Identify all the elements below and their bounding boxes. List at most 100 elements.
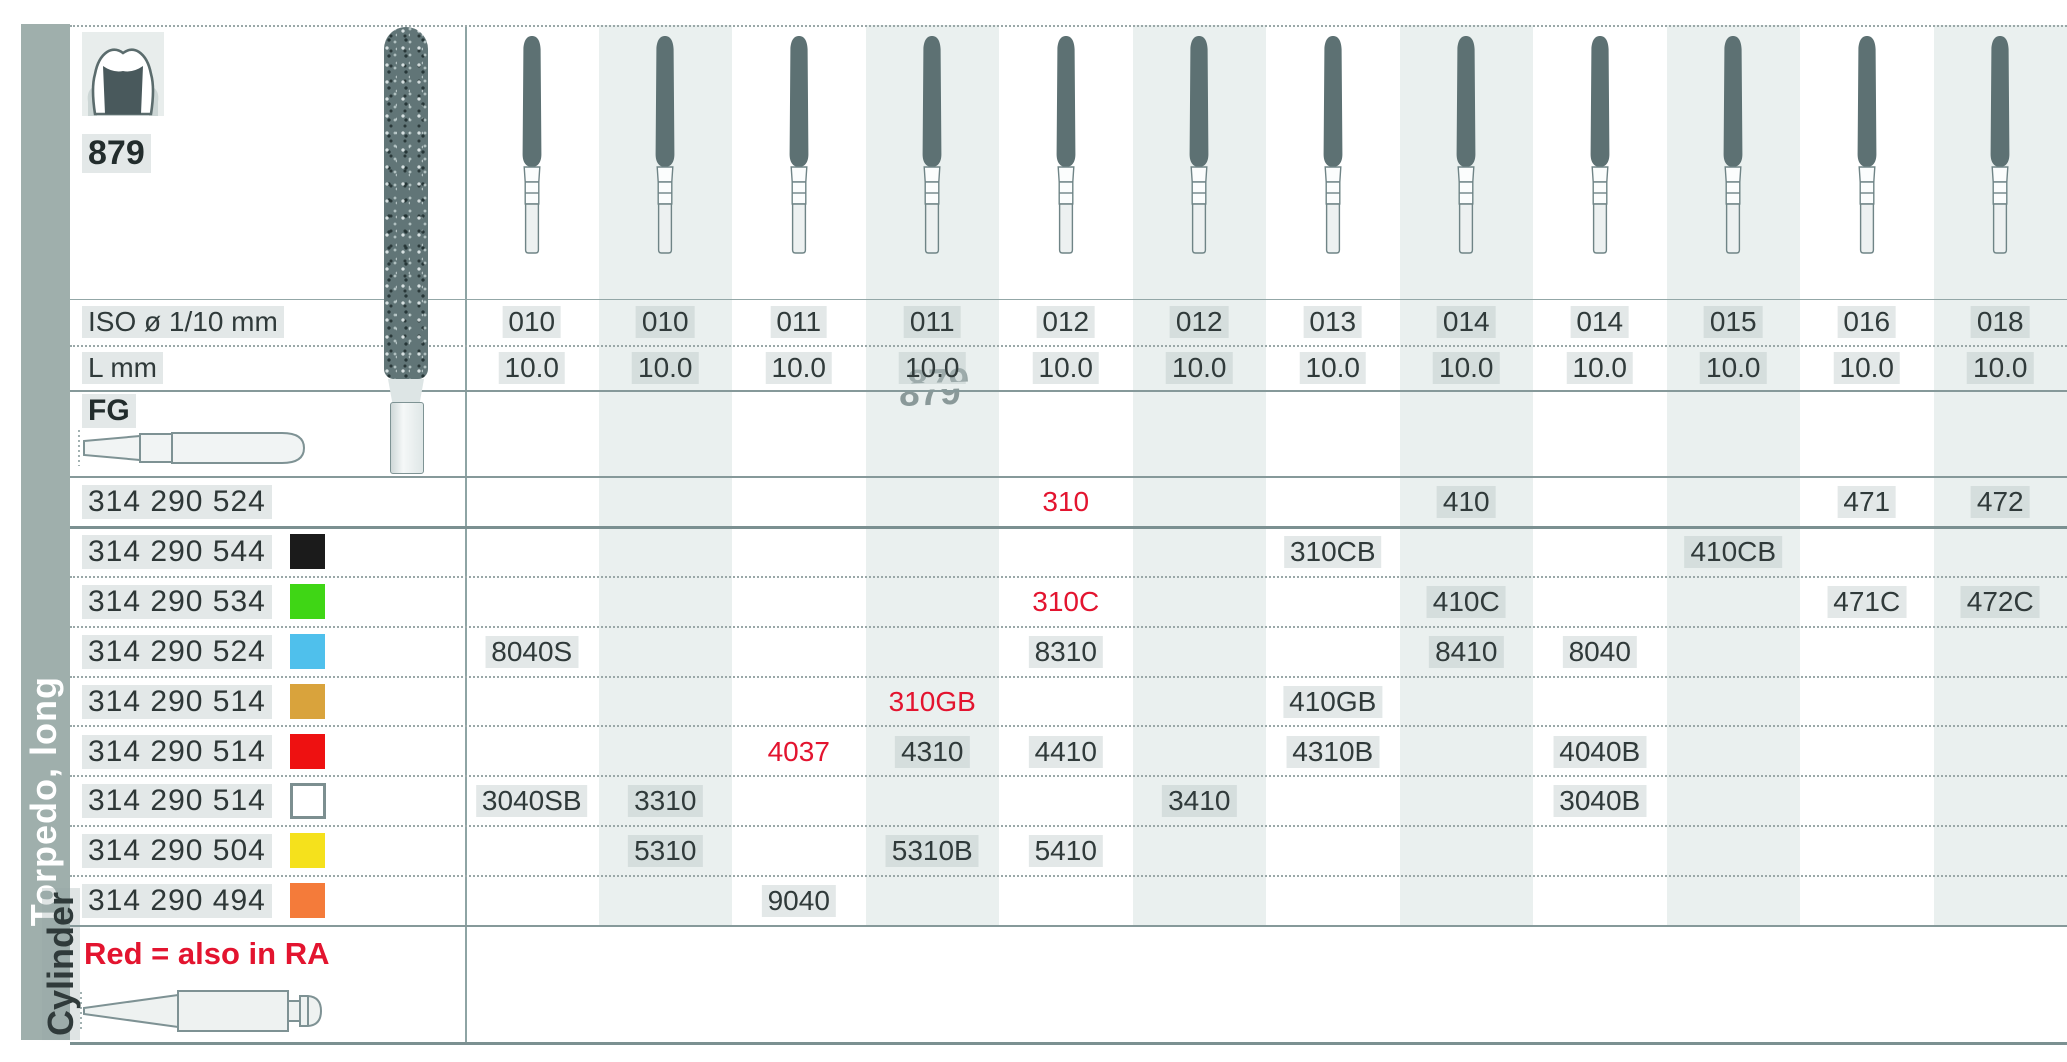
bur-icon [1315, 34, 1351, 263]
order-code: 314 290 524 [82, 485, 272, 519]
large-bur-photo-shank [390, 402, 424, 474]
order-number-cell: 3040SB [475, 785, 588, 818]
bur-icon [1582, 34, 1618, 263]
table-rule [70, 299, 2067, 300]
table-rule [70, 576, 2067, 578]
red-ra-note: Red = also in RA [84, 936, 330, 971]
shank-type-label: FG [82, 394, 136, 428]
order-number-cell: 8040 [1562, 635, 1637, 668]
order-code: 314 290 514 [82, 734, 272, 769]
bur-icon [914, 34, 950, 263]
table-rule [70, 925, 2067, 927]
length-value: 10.0 [1433, 352, 1500, 384]
iso-value: 015 [1703, 306, 1763, 338]
bur-icon [781, 34, 817, 263]
ra-shank-icon [78, 982, 328, 1047]
table-rule [70, 676, 2067, 678]
grit-color-chip [290, 833, 325, 869]
large-bur-photo-head [384, 27, 428, 379]
order-code: 314 290 514 [82, 684, 272, 719]
large-bur-photo-neck [388, 379, 424, 403]
order-number-cell: 4037 [767, 735, 830, 767]
grit-color-chip [290, 533, 325, 569]
grit-color-chip [290, 583, 325, 619]
iso-value: 010 [635, 306, 695, 338]
fg-shank-icon [76, 424, 314, 477]
figure-number: 879 [82, 134, 151, 173]
crown-prep-icon [82, 32, 164, 121]
order-code: 314 290 544 [82, 534, 272, 569]
bur-icon [1982, 34, 2018, 263]
order-number-cell: 410CB [1684, 535, 1783, 568]
bur-icon [1448, 34, 1484, 263]
order-number-cell: 310 [1042, 486, 1090, 517]
order-number-cell: 410C [1426, 585, 1506, 618]
length-value: 10.0 [1700, 352, 1767, 384]
iso-value: 012 [1169, 306, 1229, 338]
table-rule [70, 1042, 2067, 1045]
table-rule [70, 476, 2067, 478]
iso-row-label: ISO ø 1/10 mm [82, 306, 284, 338]
table-rule [70, 626, 2067, 628]
iso-value: 010 [502, 306, 562, 338]
bur-icon [1181, 34, 1217, 263]
order-number-cell: 4410 [1028, 735, 1103, 768]
iso-value: 011 [770, 306, 828, 338]
bur-icon [1715, 34, 1751, 263]
order-number-cell: 472 [1970, 486, 2030, 518]
order-number-cell: 8040S [485, 635, 579, 668]
table-rule [70, 775, 2067, 777]
order-number-cell: 4310 [895, 735, 970, 768]
order-number-cell: 472C [1960, 585, 2040, 618]
order-number-cell: 5310B [885, 835, 979, 868]
table-vertical-divider [465, 25, 467, 1042]
order-number-cell: 5410 [1028, 835, 1103, 868]
order-number-cell: 9040 [761, 885, 836, 918]
order-number-cell: 5310 [628, 835, 703, 868]
length-value: 10.0 [1967, 352, 2034, 384]
length-value: 10.0 [632, 352, 699, 384]
order-number-cell: 4040B [1553, 735, 1647, 768]
iso-value: 016 [1837, 306, 1897, 338]
order-number-cell: 4310B [1286, 735, 1380, 768]
length-value: 10.0 [498, 352, 565, 384]
order-number-cell: 3040B [1553, 785, 1647, 818]
grit-color-chip [290, 633, 325, 669]
iso-value: 012 [1036, 306, 1096, 338]
bur-icon [514, 34, 550, 263]
order-number-cell: 471C [1827, 585, 1907, 618]
order-code: 314 290 494 [82, 884, 272, 919]
order-number-cell: 310C [1032, 585, 1100, 617]
order-code: 314 290 524 [82, 634, 272, 669]
length-value: 10.0 [899, 352, 966, 384]
length-value: 10.0 [1833, 352, 1900, 384]
table-rule [70, 390, 2067, 392]
length-value: 10.0 [1566, 352, 1633, 384]
order-code: 314 290 514 [82, 784, 272, 819]
order-number-cell: 3310 [628, 785, 703, 818]
length-value: 10.0 [1166, 352, 1233, 384]
bur-icon [1849, 34, 1885, 263]
bur-icon [647, 34, 683, 263]
grit-color-chip [290, 883, 325, 919]
length-value: 10.0 [1299, 352, 1366, 384]
iso-value: 018 [1970, 306, 2030, 338]
section-label-cylinder: Cylinder [40, 888, 81, 1041]
order-number-cell: 8310 [1028, 635, 1103, 668]
table-rule [70, 25, 2067, 27]
grit-color-chip [290, 733, 325, 769]
iso-value: 014 [1436, 306, 1496, 338]
table-rule [70, 725, 2067, 727]
iso-value: 013 [1303, 306, 1363, 338]
iso-value: 011 [903, 306, 961, 338]
order-number-cell: 471 [1837, 486, 1897, 518]
length-value: 10.0 [765, 352, 832, 384]
order-code: 314 290 504 [82, 834, 272, 869]
order-code: 314 290 534 [82, 584, 272, 619]
section-sidebar [21, 24, 70, 1040]
grit-color-chip [290, 783, 326, 820]
order-number-cell: 410GB [1283, 685, 1383, 718]
order-number-cell: 8410 [1429, 635, 1504, 668]
order-number-cell: 410 [1436, 486, 1496, 518]
